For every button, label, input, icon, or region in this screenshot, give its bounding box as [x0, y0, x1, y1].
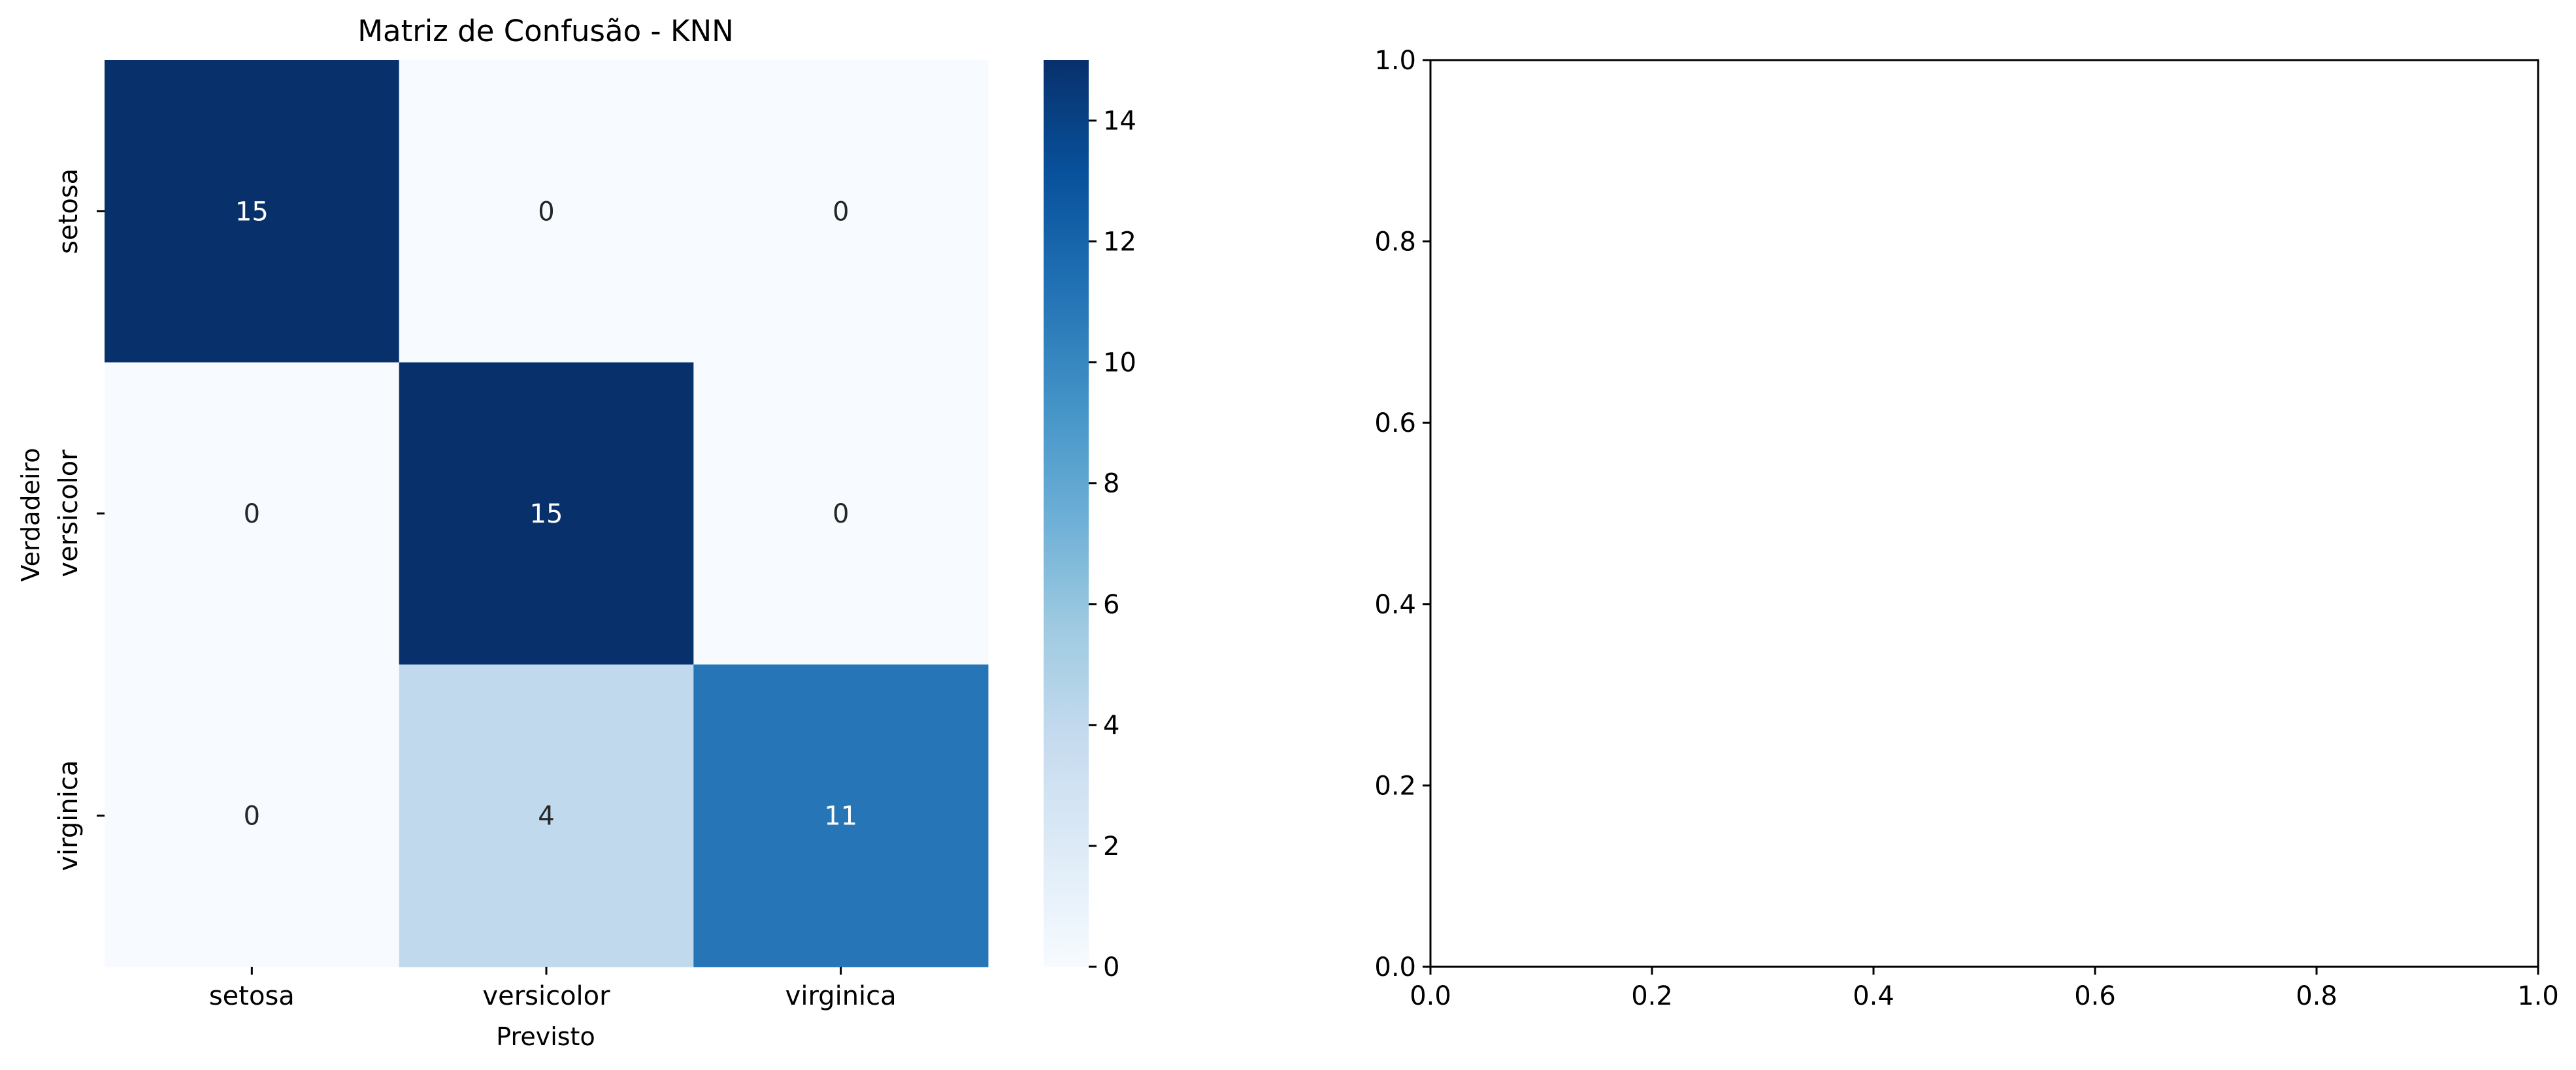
- heatmap-x-tick-label: setosa: [209, 981, 295, 1011]
- empty-axes-y-tick-label: 0.2: [1374, 771, 1416, 801]
- heatmap-cell: [693, 60, 989, 363]
- empty-axes-y-ticks: 0.0 0.2 0.4 0.6 0.8 1.0: [1374, 46, 1430, 982]
- heatmap-title: Matriz de Confusão - KNN: [357, 14, 734, 48]
- empty-axes-y-tick-label: 0.8: [1374, 227, 1416, 257]
- heatmap-x-tick-label: versicolor: [482, 981, 610, 1011]
- heatmap-cell: [105, 60, 400, 363]
- heatmap-cell-value: 0: [538, 197, 554, 227]
- heatmap-cell: [399, 60, 694, 363]
- empty-axes-x-tick-label: 0.8: [2296, 981, 2337, 1011]
- heatmap-y-axis-label: Verdadeiro: [16, 448, 45, 582]
- heatmap-cell: [399, 664, 694, 967]
- empty-axes-y-tick-label: 0.4: [1374, 590, 1416, 620]
- empty-axes-y-tick-label: 0.0: [1374, 952, 1416, 982]
- colorbar-gradient: [1044, 60, 1089, 967]
- heatmap-x-axis-label: Previsto: [496, 1022, 595, 1051]
- empty-axes-y-tick-label: 0.6: [1374, 408, 1416, 438]
- heatmap-y-tick-label: virginica: [54, 760, 84, 871]
- heatmap-y-ticks: setosa versicolor virginica: [54, 169, 105, 871]
- heatmap-annotations: 15 0 0 0 15 0 0 4 11: [235, 197, 857, 831]
- heatmap-x-tick-label: virginica: [785, 981, 897, 1011]
- heatmap-cell: [693, 664, 989, 967]
- heatmap-cell: [693, 362, 989, 665]
- colorbar-tick-label: 2: [1103, 832, 1119, 862]
- heatmap-cell-value: 4: [538, 802, 554, 832]
- empty-axes-x-tick-label: 0.2: [1631, 981, 1673, 1011]
- colorbar-tick-label: 14: [1103, 106, 1136, 137]
- heatmap-x-ticks: setosa versicolor virginica: [209, 967, 897, 1011]
- heatmap-y-tick-label: versicolor: [54, 449, 84, 577]
- colorbar-tick-label: 6: [1103, 590, 1119, 620]
- colorbar: 0 2 4 6 8 10 12 14: [1044, 60, 1136, 982]
- colorbar-tick-label: 12: [1103, 227, 1136, 257]
- colorbar-tick-label: 8: [1103, 469, 1119, 499]
- heatmap-cell: [105, 362, 400, 665]
- heatmap-cell-value: 0: [833, 499, 849, 529]
- colorbar-ticks: 0 2 4 6 8 10 12 14: [1089, 106, 1136, 982]
- heatmap-cell: [105, 664, 400, 967]
- heatmap-cells: [105, 60, 989, 967]
- empty-axes-x-tick-label: 1.0: [2517, 981, 2559, 1011]
- empty-axes-x-tick-label: 0.4: [1853, 981, 1894, 1011]
- heatmap-cell-value: 0: [244, 499, 260, 529]
- empty-axes-panel: 0.0 0.2 0.4 0.6 0.8 1.0 0.0 0.2 0.4 0.6 0.8 1.0: [1374, 46, 2558, 1011]
- heatmap-cell-value: 11: [824, 802, 857, 832]
- heatmap-cell-value: 0: [833, 197, 849, 227]
- heatmap-cell: [399, 362, 694, 665]
- colorbar-tick-label: 0: [1103, 952, 1119, 982]
- empty-axes-frame: [1429, 59, 2539, 968]
- empty-axes-x-tick-label: 0.0: [1410, 981, 1451, 1011]
- empty-axes-x-tick-label: 0.6: [2074, 981, 2116, 1011]
- colorbar-tick-label: 4: [1103, 711, 1119, 741]
- heatmap-panel: Matriz de Confusão - KNN 15 0 0 0 15 0 0 4 11 se…: [16, 14, 989, 1051]
- heatmap-cell-value: 0: [244, 802, 260, 832]
- empty-axes-y-tick-label: 1.0: [1374, 46, 1416, 76]
- heatmap-cell-value: 15: [530, 499, 563, 529]
- heatmap-y-tick-label: setosa: [54, 169, 84, 254]
- colorbar-tick-label: 10: [1103, 348, 1136, 378]
- heatmap-cell-value: 15: [235, 197, 269, 227]
- empty-axes-x-ticks: 0.0 0.2 0.4 0.6 0.8 1.0: [1410, 967, 2559, 1011]
